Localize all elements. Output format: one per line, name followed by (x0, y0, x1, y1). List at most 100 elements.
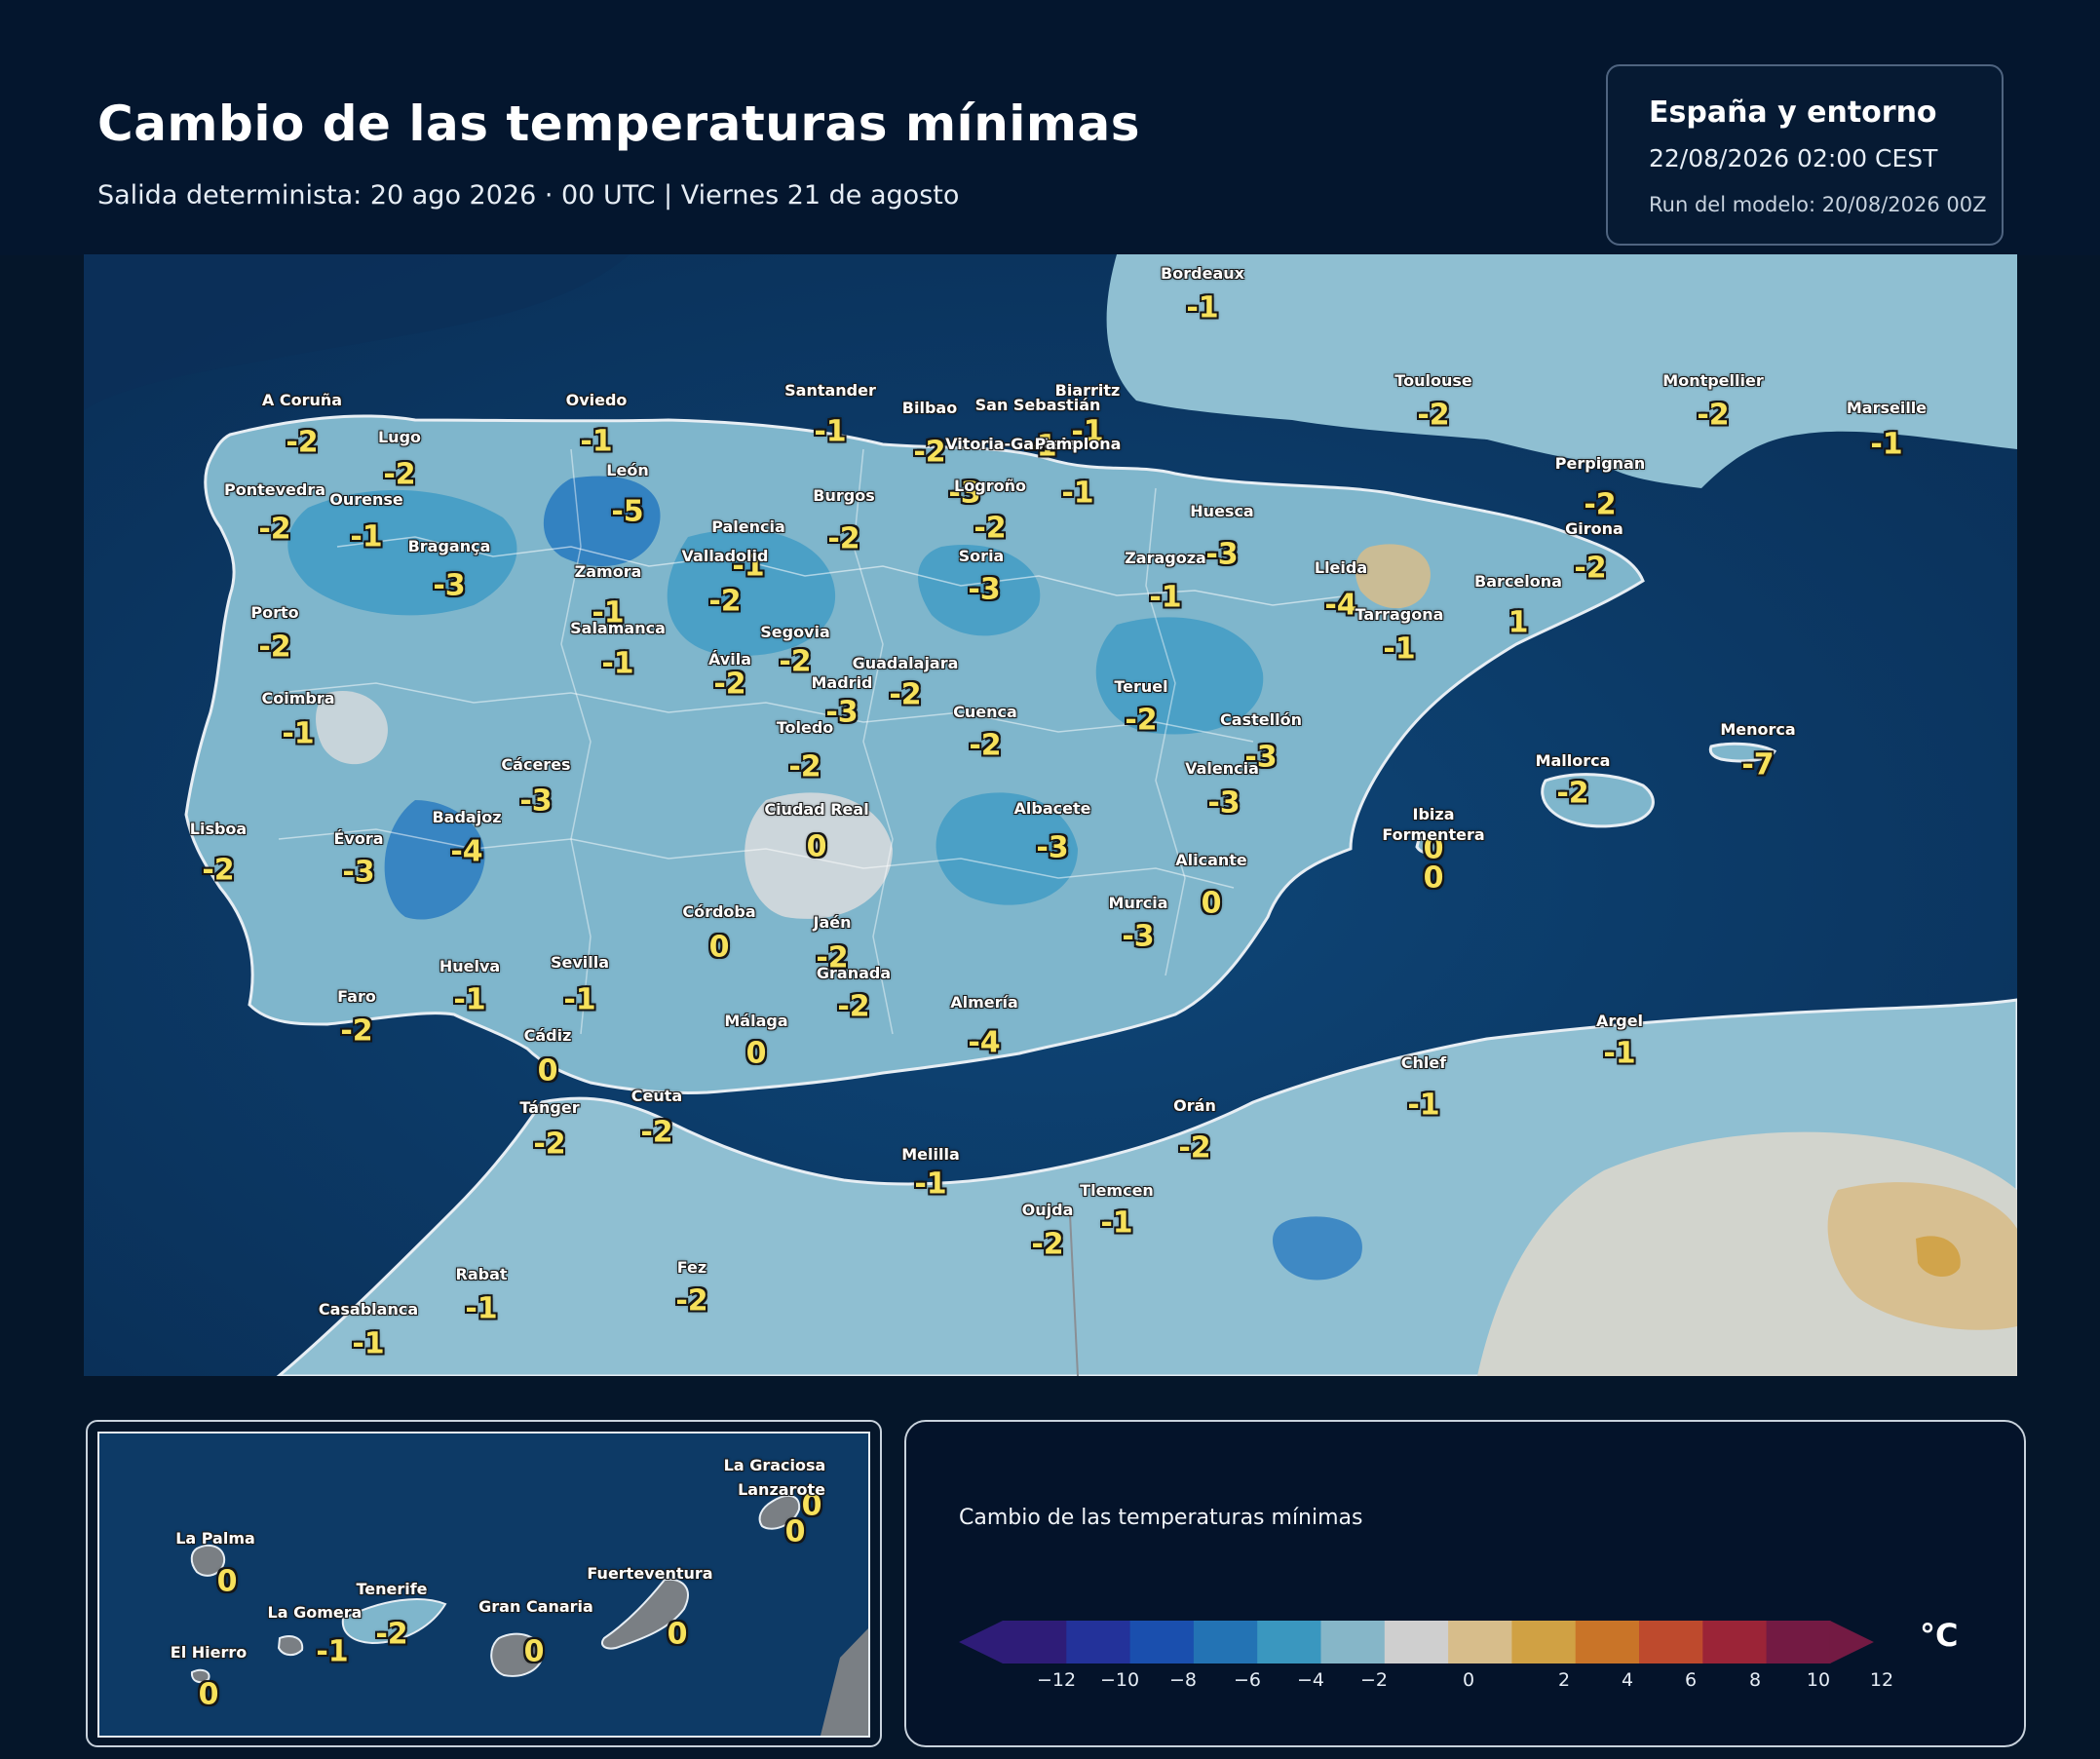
temperature-change-value: -2 (258, 512, 291, 547)
temperature-change-value: -1 (1186, 290, 1219, 325)
city-label: Sevilla (550, 953, 610, 972)
temperature-change-value: -3 (948, 476, 981, 511)
temperature-change-value: -1 (1100, 1205, 1133, 1241)
temperature-change-value: -2 (1697, 398, 1730, 433)
temperature-change-value: -1 (814, 414, 847, 449)
temperature-change-value: -1 (580, 424, 613, 459)
city-label: Marseille (1846, 399, 1928, 417)
city-label: La Gomera (267, 1603, 363, 1622)
city-label: León (606, 461, 649, 479)
france-land (1106, 254, 2017, 488)
temperature-change-value: -1 (1071, 414, 1104, 449)
canary-islands-inset: La Graciosa 0 Lanzarote 0 La Palma 0 Tenerife -… (86, 1420, 882, 1747)
temperature-change-value: -1 (1383, 631, 1416, 667)
city-label: Zamora (574, 562, 642, 581)
city-label: Valencia (1185, 759, 1259, 778)
contour-patch (1355, 544, 1431, 609)
page-subtitle: Salida determinista: 20 ago 2026 · 00 UT… (97, 180, 960, 210)
border-line (336, 536, 1352, 606)
city-label: A Coruña (261, 391, 343, 409)
city-label: Chlef (1400, 1053, 1447, 1072)
legend-unit: °C (1920, 1617, 1959, 1654)
city-label: Fuerteventura (587, 1564, 713, 1583)
temperature-change-value: -1 (1603, 1036, 1636, 1071)
color-bar-tick-label: −8 (1168, 1669, 1198, 1691)
temperature-change-value: -3 (1036, 830, 1069, 865)
color-bar-segment (1575, 1621, 1640, 1663)
temperature-change-value: -2 (1178, 1130, 1211, 1166)
color-bar-segment (1448, 1621, 1512, 1663)
city-label: Soria (958, 547, 1005, 565)
temperature-change-value: -1 (282, 716, 315, 751)
temperature-change-value: -2 (258, 630, 291, 665)
color-bar-segment (1320, 1621, 1386, 1663)
city-label: Almería (950, 993, 1018, 1012)
el-hierro-land (190, 1668, 210, 1684)
temperature-change-value: -3 (1205, 537, 1239, 572)
inset-base (99, 1434, 868, 1736)
color-bar-segment (1766, 1621, 1831, 1663)
city-label: Biarritz (1054, 381, 1121, 400)
temperature-change-value: -2 (1574, 551, 1607, 586)
city-label: Casablanca (318, 1300, 419, 1319)
city-label: Guadalajara (852, 654, 959, 672)
city-label: Montpellier (1662, 371, 1764, 390)
temperature-change-value: -2 (1125, 703, 1158, 738)
city-label: Jaén (813, 913, 852, 932)
header: Cambio de las temperaturas mínimas Salid… (0, 0, 2100, 255)
color-bar-segment (1257, 1621, 1322, 1663)
color-bar-segment (1702, 1621, 1768, 1663)
temperature-change-value: -2 (1031, 1227, 1064, 1262)
city-label: Vitoria-Gasteiz (945, 435, 1076, 453)
border-line (560, 448, 592, 1035)
city-label: Huesca (1190, 502, 1254, 520)
city-label: La Palma (175, 1529, 255, 1548)
city-label: Madrid (811, 673, 873, 692)
contour-patch (316, 691, 388, 765)
city-label: Bilbao (901, 399, 958, 417)
ibiza-land (1415, 835, 1443, 856)
inset-map[interactable]: La Graciosa 0 Lanzarote 0 La Palma 0 Tenerife -… (97, 1432, 870, 1738)
city-label: Gran Canaria (478, 1597, 593, 1616)
temperature-change-value: -2 (533, 1127, 566, 1162)
city-label: Ibiza (1412, 805, 1455, 823)
city-label: Teruel (1114, 677, 1168, 696)
city-label: Santander (784, 381, 876, 400)
temperature-change-value: -1 (1149, 580, 1182, 615)
city-label: Bordeaux (1161, 264, 1244, 283)
lanzarote-land (758, 1494, 801, 1530)
main-map[interactable]: Bordeaux -1 Toulouse -2 Montpellier -2 Marseil… (84, 254, 2017, 1376)
city-label: Segovia (760, 623, 830, 641)
color-bar-tick-label: 12 (1869, 1669, 1894, 1691)
contour-patch (918, 545, 1041, 636)
border-line (1069, 1213, 1079, 1376)
color-bar-tick-label: 6 (1684, 1669, 1698, 1691)
temperature-change-value: 0 (216, 1564, 238, 1599)
region-label: España y entorno (1649, 96, 1937, 130)
city-label: Lanzarote (738, 1480, 825, 1499)
contour-patch (384, 800, 485, 920)
color-bar-tick-label: 8 (1748, 1669, 1762, 1691)
model-run-label: Run del modelo: 20/08/2026 00Z (1649, 193, 1987, 216)
city-label: San Sebastián (974, 396, 1101, 414)
temperature-change-value: -3 (1244, 740, 1278, 775)
color-bar (959, 1621, 1874, 1663)
legend-panel: Cambio de las temperaturas mínimas °C −1… (904, 1420, 2026, 1747)
iberia-land (184, 414, 1645, 1095)
city-label: Coimbra (261, 689, 335, 707)
temperature-change-value: -2 (1584, 487, 1617, 522)
temperature-change-value: -2 (286, 425, 319, 460)
color-bar-tick-label: −6 (1233, 1669, 1262, 1691)
temperature-change-value: -1 (465, 1291, 498, 1326)
color-bar-tick-label: 2 (1557, 1669, 1571, 1691)
city-label: La Graciosa (723, 1456, 826, 1474)
city-label: Málaga (724, 1012, 788, 1030)
border-line (278, 682, 1254, 743)
temperature-change-value: -1 (732, 549, 765, 584)
temperature-change-value: -4 (1324, 588, 1357, 623)
temperature-change-value: -3 (433, 568, 466, 603)
city-label: Huelva (439, 957, 501, 975)
temperature-change-value: -7 (1741, 747, 1775, 783)
temperature-change-value: 0 (1201, 886, 1222, 921)
city-label: Lugo (377, 428, 422, 446)
